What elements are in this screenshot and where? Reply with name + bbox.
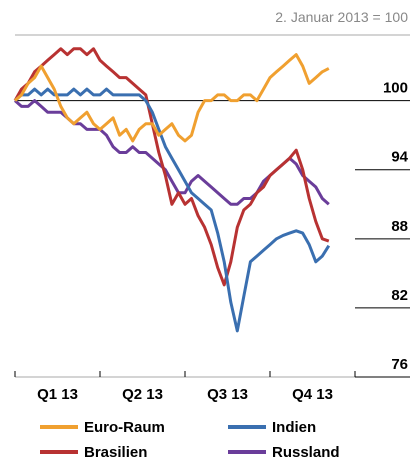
x-tick-label: Q2 13 bbox=[122, 386, 163, 403]
series-line bbox=[13, 47, 330, 287]
y-tick-label: 88 bbox=[391, 218, 408, 235]
x-tick-label: Q1 13 bbox=[37, 386, 78, 403]
x-tick-label: Q3 13 bbox=[207, 386, 248, 403]
x-tick-label: Q4 13 bbox=[292, 386, 333, 403]
y-tick-label: 76 bbox=[391, 356, 408, 373]
chart-subtitle: 2. Januar 2013 = 100 bbox=[275, 9, 408, 25]
y-tick-label: 94 bbox=[391, 149, 408, 166]
legend-label: Euro-Raum bbox=[84, 419, 165, 436]
series-line bbox=[14, 99, 330, 206]
series-line bbox=[14, 53, 330, 143]
series-line bbox=[14, 87, 331, 333]
legend-label: Indien bbox=[272, 419, 316, 436]
legend-label: Brasilien bbox=[84, 444, 147, 461]
y-tick-label: 82 bbox=[391, 287, 408, 304]
y-tick-label: 100 bbox=[383, 80, 408, 97]
legend-label: Russland bbox=[272, 444, 340, 461]
